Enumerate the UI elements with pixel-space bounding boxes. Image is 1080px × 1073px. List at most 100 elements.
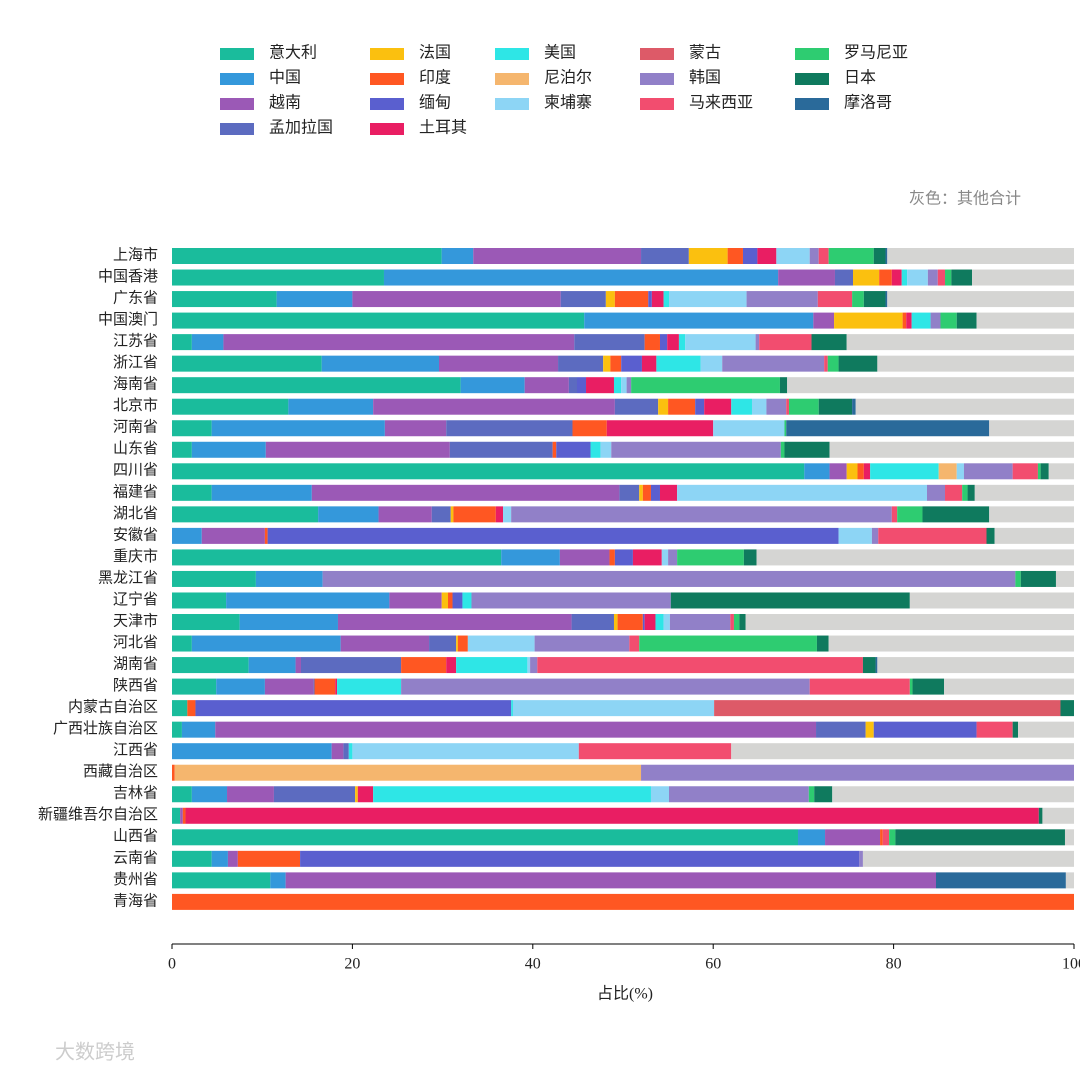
legend-label: 蒙古 xyxy=(689,44,721,62)
bar-segment xyxy=(895,829,1065,846)
bar-segment xyxy=(617,614,643,631)
bar-segment xyxy=(677,484,927,501)
bar-segment xyxy=(797,829,826,846)
bar-segment xyxy=(962,484,968,501)
bar-segment xyxy=(600,441,612,458)
bar-segment xyxy=(825,829,881,846)
bar-segment xyxy=(446,420,573,437)
bar-segment xyxy=(264,678,314,695)
bar-segment xyxy=(273,786,356,803)
bar-segment xyxy=(1012,463,1038,480)
bar-segment xyxy=(295,657,301,674)
legend-swatch xyxy=(370,48,404,60)
bar-segment xyxy=(572,420,607,437)
bar-segment xyxy=(713,420,785,437)
bar-segment xyxy=(714,700,1061,717)
bar-segment xyxy=(172,678,217,695)
bar-segment xyxy=(568,377,577,394)
bar-segment xyxy=(852,398,856,415)
bar-segment xyxy=(467,635,535,652)
bar-segment xyxy=(976,312,1074,329)
bar-segment xyxy=(457,635,468,652)
legend-label: 意大利 xyxy=(269,43,317,62)
legend-label: 孟加拉国 xyxy=(269,119,333,137)
bar-segment xyxy=(757,248,777,264)
legend-swatch xyxy=(370,98,404,110)
bar-segment xyxy=(838,355,878,372)
y-tick-label: 吉林省 xyxy=(113,785,158,802)
bar-segment xyxy=(817,291,853,308)
bar-segment xyxy=(187,700,196,717)
bar-segment xyxy=(695,398,705,415)
bar-segment xyxy=(951,269,973,286)
bar-segment xyxy=(511,700,513,717)
bar-segment xyxy=(285,872,936,889)
bar-segment xyxy=(887,248,1074,264)
bar-segment xyxy=(1038,807,1043,824)
bar-segment xyxy=(1020,570,1056,587)
bar-segment xyxy=(255,570,323,587)
bar-segment xyxy=(704,398,732,415)
bar-segment xyxy=(659,334,668,351)
bar-segment xyxy=(226,592,390,609)
bar-segment xyxy=(855,398,1074,415)
bar-segment xyxy=(639,484,643,501)
bar-segment xyxy=(945,484,963,501)
bar-segment xyxy=(389,592,442,609)
y-tick-label: 西藏自治区 xyxy=(83,763,158,780)
bar-segment xyxy=(922,506,990,523)
y-tick-label: 新疆维吾尔自治区 xyxy=(38,806,158,823)
bar-segment xyxy=(348,743,353,760)
y-tick-label: 福建省 xyxy=(113,483,158,500)
bar-segment xyxy=(878,527,987,544)
bar-segment xyxy=(355,786,358,803)
bar-segment xyxy=(787,377,1074,394)
bar-segment xyxy=(318,506,379,523)
bar-segment xyxy=(632,549,662,566)
legend-label: 法国 xyxy=(419,44,451,62)
bar-segment xyxy=(852,291,864,308)
bar-segment xyxy=(172,592,227,609)
bar-segment xyxy=(644,614,656,631)
bar-segment xyxy=(745,614,1074,631)
bar-segment xyxy=(357,786,374,803)
bar-segment xyxy=(863,463,871,480)
y-tick-label: 黑龙江省 xyxy=(98,569,158,586)
bar-segment xyxy=(340,635,430,652)
bar-segment xyxy=(383,269,779,286)
bar-segment xyxy=(431,506,451,523)
y-tick-label: 浙江省 xyxy=(113,354,158,371)
bar-segment xyxy=(786,420,990,437)
bar-segment xyxy=(227,786,274,803)
bar-segment xyxy=(495,506,504,523)
bar-segment xyxy=(1064,829,1074,846)
bar-segment xyxy=(834,312,903,329)
bar-segment xyxy=(832,786,1074,803)
bar-segment xyxy=(621,377,627,394)
bar-segment xyxy=(944,678,1074,695)
bar-segment xyxy=(731,743,1074,760)
bar-segment xyxy=(655,614,664,631)
legend-label: 柬埔寨 xyxy=(544,94,592,112)
bar-segment xyxy=(1015,570,1021,587)
bar-segment xyxy=(456,657,528,674)
bar-segment xyxy=(846,334,1074,351)
bar-segment xyxy=(560,291,606,308)
bar-segment xyxy=(829,463,847,480)
bar-segment xyxy=(818,398,853,415)
bar-segment xyxy=(331,743,344,760)
bar-segment xyxy=(621,355,642,372)
bar-segment xyxy=(503,506,512,523)
bar-segment xyxy=(746,291,818,308)
legend-label: 美国 xyxy=(544,44,576,62)
bar-segment xyxy=(558,355,604,372)
bar-segment xyxy=(172,764,175,781)
bar-segment xyxy=(172,334,192,351)
bar-segment xyxy=(742,248,758,264)
watermark: 大数跨境 xyxy=(55,1040,135,1064)
bar-segment xyxy=(668,398,696,415)
bar-segment xyxy=(994,527,1074,544)
bar-segment xyxy=(670,592,910,609)
bar-segment xyxy=(311,484,620,501)
bar-segment xyxy=(828,635,1074,652)
